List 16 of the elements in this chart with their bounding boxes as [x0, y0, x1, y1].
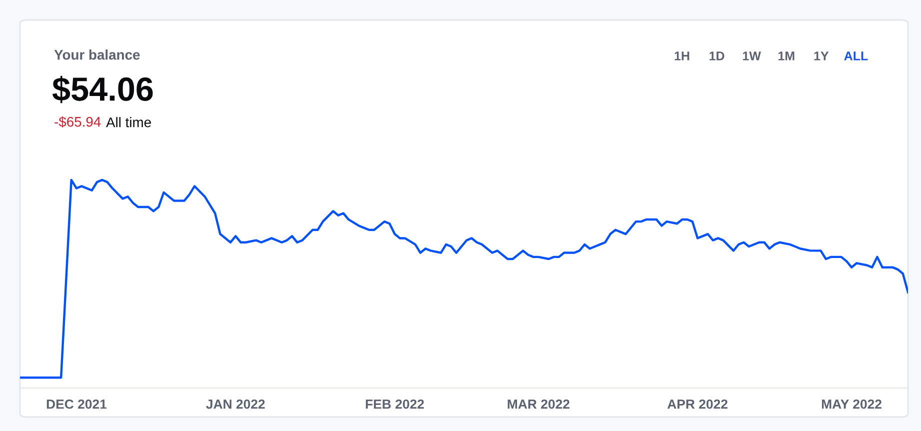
text: 1H [674, 52, 690, 60]
x-tick-label: FEB 2022 [366, 399, 424, 409]
text: All time [106, 117, 151, 128]
text: -$65.94 [54, 116, 101, 128]
text: 1M [778, 52, 794, 60]
text: $54.06 [52, 76, 153, 104]
text: Your balance [54, 50, 140, 60]
x-tick-label: APR 2022 [667, 399, 728, 409]
x-tick-label: DEC 2021 [46, 399, 107, 409]
x-tick-label: MAY 2022 [822, 399, 882, 409]
text: ALL [844, 52, 868, 60]
x-tick-label: MAR 2022 [508, 399, 570, 409]
text: 1D [710, 52, 724, 60]
text: 1W [743, 52, 761, 60]
x-tick-label: JAN 2022 [206, 399, 265, 409]
text: 1Y [814, 52, 829, 60]
